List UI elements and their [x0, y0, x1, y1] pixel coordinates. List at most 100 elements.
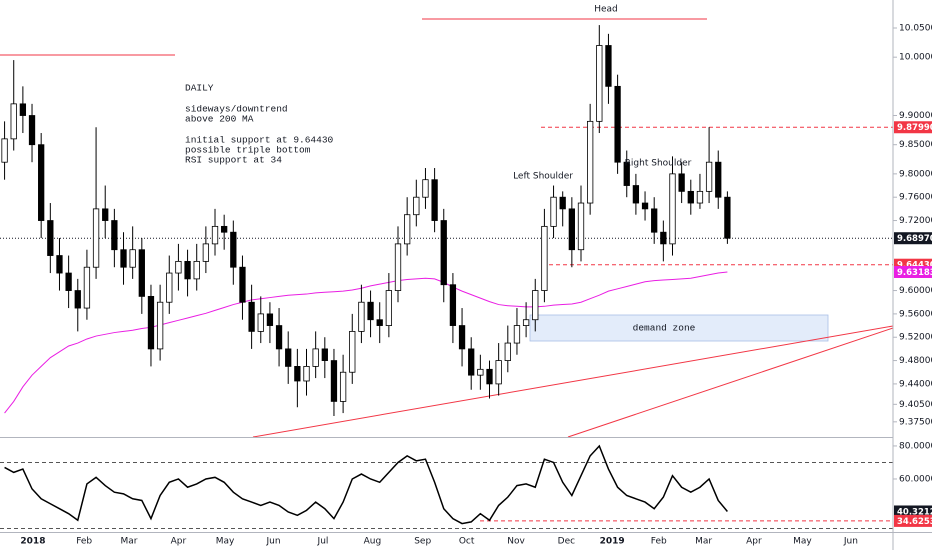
x-tick-label: Mar: [121, 537, 138, 547]
candle-body: [156, 301, 164, 350]
candle-body: [321, 348, 328, 361]
note: DAILY: [185, 83, 214, 94]
candle-body: [239, 266, 246, 303]
price-badge: [894, 265, 932, 278]
candle-body: [349, 330, 356, 373]
y-tick-label: 9.40500: [899, 400, 932, 410]
x-tick-label: Jul: [317, 537, 329, 547]
note: sideways/downtrend: [185, 104, 288, 115]
candle-body: [303, 366, 310, 382]
candle-body: [56, 255, 63, 274]
candle-body: [211, 225, 219, 245]
candle-body: [102, 208, 109, 221]
candle-body: [632, 185, 640, 204]
x-tick-label: May: [793, 537, 812, 547]
y-tick-label: 9.48000: [899, 356, 932, 366]
y-tick-label: 9.72000: [899, 216, 932, 226]
y-tick-label: 9.80000: [899, 169, 932, 179]
moving-average: [4, 271, 728, 414]
candle-body: [504, 342, 511, 361]
candle-body: [541, 225, 548, 291]
candle-body: [495, 360, 502, 385]
y-tick-label: 9.85000: [899, 140, 932, 150]
y-tick-label: 9.37500: [899, 417, 932, 427]
price-badge-label: 9.64430: [897, 261, 932, 271]
annotation: Head: [594, 5, 618, 15]
candle-body: [202, 243, 210, 262]
candle-body: [559, 196, 566, 210]
y-tick-label: 9.44000: [899, 379, 932, 389]
candle-body: [47, 220, 54, 256]
x-tick-label: Feb: [651, 537, 667, 547]
candle-body: [285, 348, 292, 367]
candle-body: [715, 161, 722, 198]
x-tick-label: 2018: [20, 537, 45, 547]
x-tick-label: Jun: [843, 537, 858, 547]
y-tick-label: 9.56000: [899, 309, 932, 319]
candle-body: [166, 272, 173, 303]
annotation: demand zone: [633, 323, 696, 334]
candle-body: [422, 179, 429, 198]
candle-body: [111, 220, 118, 251]
candle-body: [248, 301, 255, 332]
candle-body: [587, 120, 594, 204]
candle-body: [339, 371, 347, 402]
candle-body: [623, 161, 630, 186]
candle-body: [257, 313, 264, 332]
candle-body: [74, 290, 81, 309]
y-tick-label: 10.05000: [899, 24, 932, 34]
price-badge-label: 9.87990: [897, 123, 932, 133]
candle-body: [1, 138, 8, 163]
x-tick-label: May: [216, 537, 235, 547]
y-tick-label: 9.90000: [899, 111, 932, 121]
x-tick-label: Nov: [507, 537, 525, 547]
candle-body: [129, 249, 136, 268]
candle-body: [230, 231, 237, 268]
candle-body: [376, 319, 383, 326]
rsi-tick-label: 80.00000: [899, 441, 932, 451]
candle-body: [413, 196, 420, 216]
candle-body: [577, 202, 585, 251]
candle-body: [449, 284, 457, 326]
candle-body: [147, 295, 155, 350]
x-tick-label: Apr: [746, 537, 762, 547]
candle-body: [651, 208, 658, 233]
candle-body: [669, 173, 676, 245]
candle-body: [532, 290, 539, 321]
candle-body: [678, 173, 685, 192]
candle-body: [687, 190, 694, 204]
candle-body: [404, 214, 411, 245]
candle-body: [486, 368, 493, 385]
candle-body: [440, 220, 447, 286]
rsi-line: [4, 444, 728, 525]
note: initial support at 9.64430: [185, 135, 334, 146]
candle-body: [83, 266, 91, 309]
rsi-badge-label: 40.3212: [897, 507, 932, 517]
candle-body: [275, 325, 283, 350]
candle-body: [568, 208, 575, 251]
candle-body: [294, 366, 301, 382]
candle-body: [724, 196, 731, 239]
price-badge: [894, 232, 932, 245]
candle-body: [266, 313, 274, 326]
candle-body: [175, 260, 182, 274]
price-badge: [894, 121, 932, 134]
candle-body: [138, 249, 145, 297]
annotation: Right Shoulder: [625, 159, 692, 169]
trendline: [567, 327, 894, 438]
candle-body: [193, 260, 200, 280]
x-tick-label: Apr: [171, 537, 187, 547]
candle-body: [605, 45, 612, 87]
y-tick-label: 9.76000: [899, 193, 932, 203]
x-tick-label: Feb: [76, 537, 92, 547]
x-tick-label: Mar: [695, 537, 712, 547]
candle-body: [705, 161, 713, 192]
candle-body: [330, 360, 338, 402]
price-badge-label: 9.68970: [897, 234, 932, 244]
candle-body: [367, 301, 374, 321]
annotation: Left Shoulder: [513, 172, 573, 182]
rsi-badge: [894, 514, 932, 527]
rsi-badge: [894, 505, 932, 518]
